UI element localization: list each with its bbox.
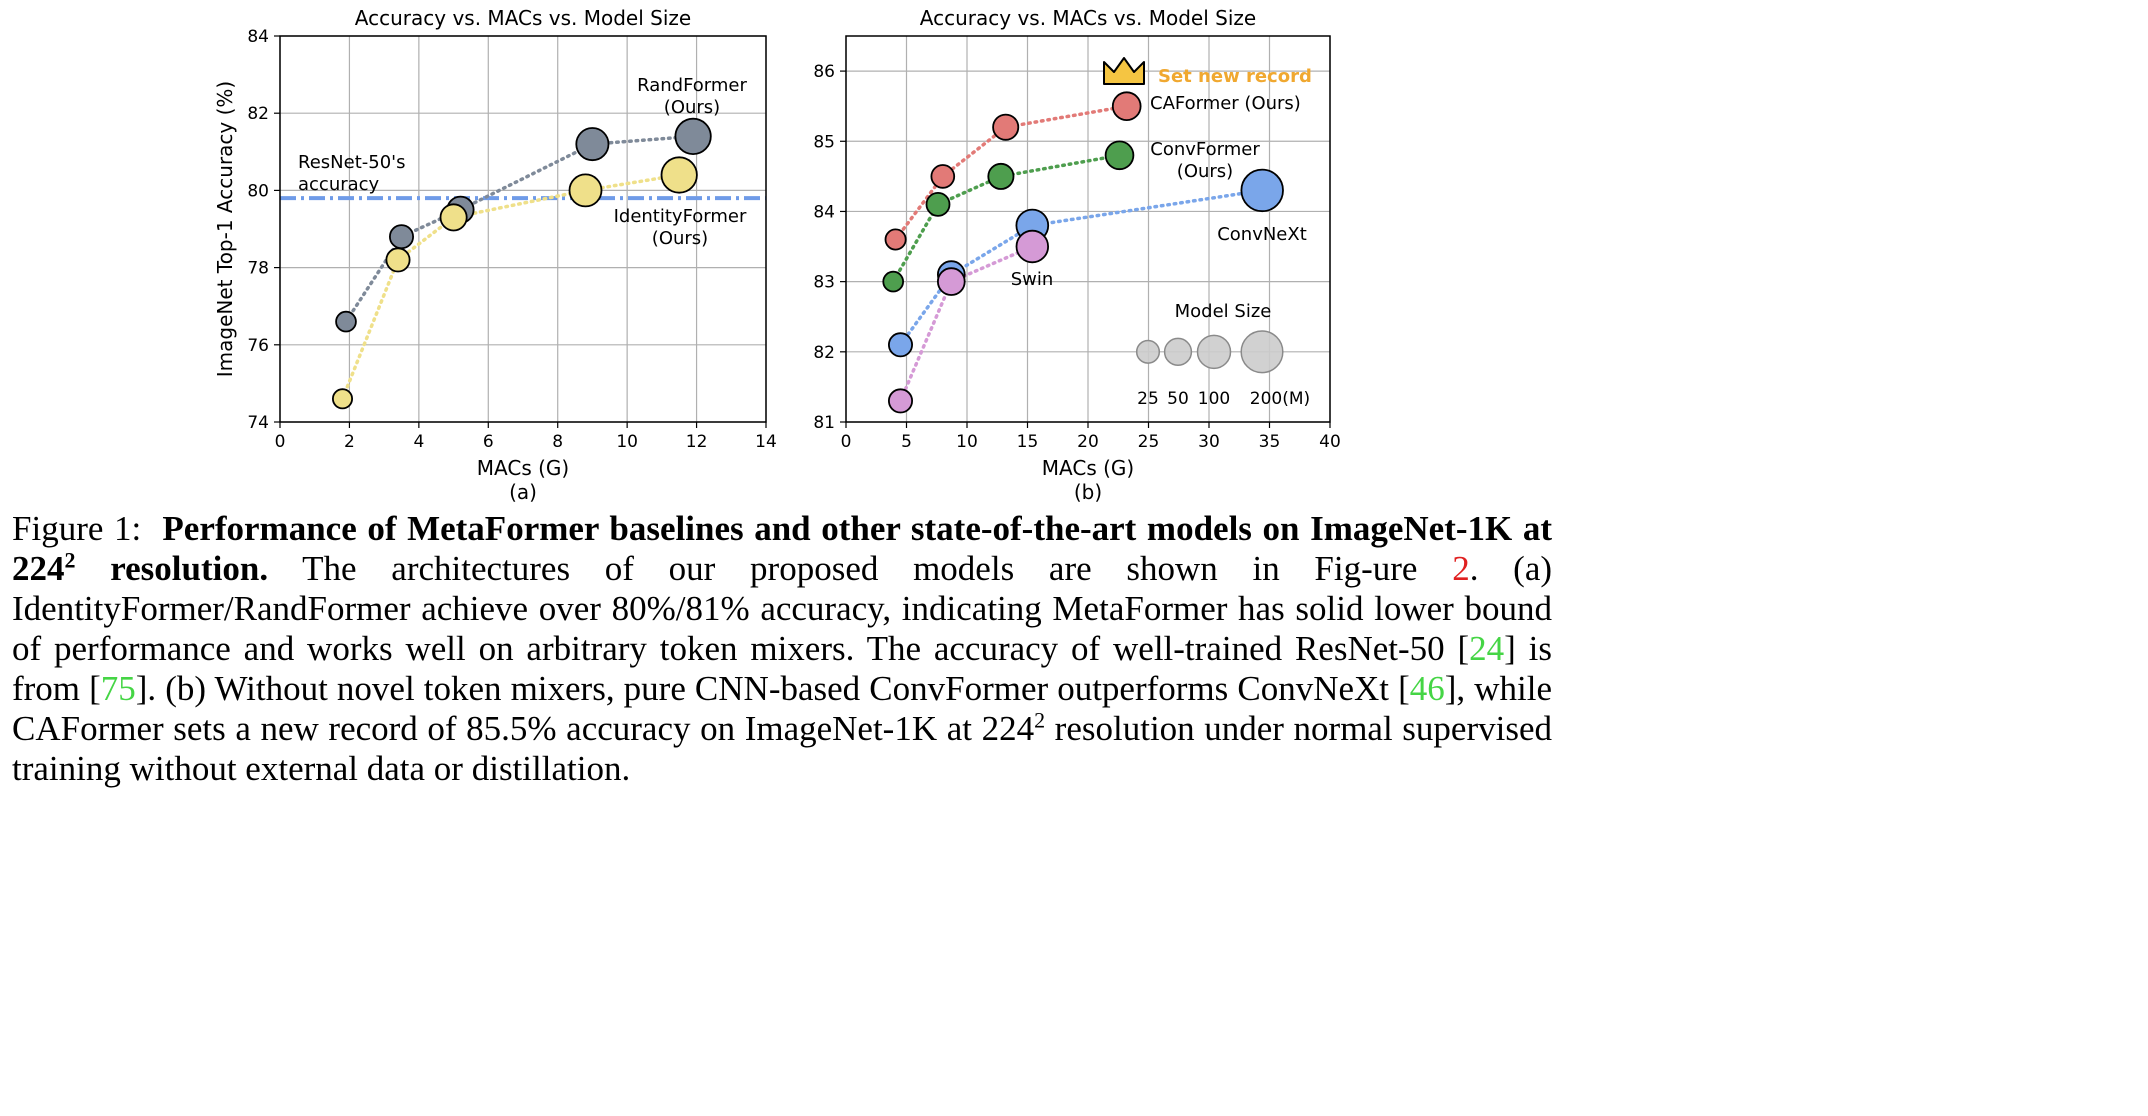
convformer-point [882, 270, 904, 293]
identityformer-point [385, 247, 411, 273]
identityformer-point [439, 203, 468, 232]
chart-a-ytick-label: 78 [247, 259, 269, 279]
convformer-label-line1: ConvFormer [1150, 139, 1260, 160]
model-size-legend-bubble [1135, 339, 1161, 364]
chart-b-ytick-label: 85 [813, 132, 835, 152]
chart-a-xtick-label: 14 [755, 432, 777, 452]
model-size-legend-label: 100 [1198, 389, 1230, 409]
convnext-point [1240, 168, 1284, 213]
chart-a-panel-label: (a) [509, 480, 537, 504]
chart-b-xtick-label: 5 [901, 432, 912, 452]
chart-a-xtick-label: 2 [344, 432, 355, 452]
caformer-label: CAFormer (Ours) [1150, 93, 1301, 114]
convnext-trend-line [898, 188, 1264, 347]
chart-b-xtick-label: 15 [1017, 432, 1039, 452]
chart-b-xlabel: MACs (G) [1042, 456, 1134, 480]
chart-b-ytick-label: 82 [813, 343, 835, 363]
convformer-point [987, 162, 1015, 190]
chart-a-xtick-label: 12 [686, 432, 708, 452]
convformer-point [1104, 140, 1135, 171]
chart-a-xtick-label: 0 [275, 432, 286, 452]
resnet50-label-line2: accuracy [298, 174, 380, 195]
new-record-annotation: Set new record [1158, 66, 1312, 87]
model-size-legend-label: 25 [1137, 389, 1159, 409]
chart-b-ytick-label: 84 [813, 202, 835, 222]
caformer-point [884, 228, 907, 251]
citation-link-75[interactable]: 75 [100, 669, 136, 708]
randformer-point [335, 310, 357, 333]
randformer-label-line1: RandFormer [637, 75, 747, 96]
caformer-point [930, 164, 956, 189]
chart-a-ytick-label: 76 [247, 336, 269, 356]
chart-b-panel-label: (b) [1074, 480, 1102, 504]
chart-b-title: Accuracy vs. MACs vs. Model Size [920, 6, 1256, 30]
caformer-point [1111, 91, 1142, 121]
identityformer-point [568, 173, 603, 208]
model-size-legend-label: 200(M) [1250, 389, 1310, 409]
chart-a-ytick-label: 74 [247, 413, 269, 433]
figure-ref-link[interactable]: 2 [1452, 549, 1470, 588]
chart-b: Accuracy vs. MACs vs. Model Size 25 50 100… [813, 6, 1340, 504]
caformer-point [992, 113, 1020, 141]
chart-b-xtick-label: 40 [1319, 432, 1341, 452]
resnet50-label-line1: ResNet-50's [298, 152, 405, 173]
convformer-label-line2: (Ours) [1177, 161, 1233, 182]
model-size-legend: 25 50 100 200(M) [1135, 330, 1310, 409]
model-size-legend-bubble [1163, 337, 1193, 366]
identityformer-point [331, 388, 353, 410]
chart-a-ytick-label: 80 [247, 181, 269, 201]
swin-label: Swin [1011, 269, 1054, 290]
chart-b-ytick-label: 86 [813, 62, 835, 82]
figure-graphic: Accuracy vs. MACs vs. Model Size ResNet-… [213, 6, 1341, 504]
chart-a-xtick-label: 4 [413, 432, 424, 452]
chart-b-xtick-label: 20 [1077, 432, 1099, 452]
figure-caption: Figure 1: Performance of MetaFormer base… [12, 509, 1553, 788]
chart-b-xtick-label: 0 [841, 432, 852, 452]
chart-b-xtick-label: 30 [1198, 432, 1220, 452]
chart-b-ytick-label: 83 [813, 273, 835, 293]
swin-point [1015, 229, 1050, 264]
figure-label: Figure 1: [12, 509, 142, 548]
chart-b-xtick-label: 10 [956, 432, 978, 452]
chart-a-ytick-label: 84 [247, 27, 269, 47]
chart-a-xlabel: MACs (G) [477, 456, 569, 480]
convformer-point [925, 191, 951, 217]
convnext-label: ConvNeXt [1217, 224, 1307, 245]
chart-b-xtick-label: 35 [1259, 432, 1281, 452]
chart-b-xtick-label: 25 [1138, 432, 1160, 452]
model-size-legend-label: 50 [1167, 389, 1189, 409]
chart-a: Accuracy vs. MACs vs. Model Size ResNet-… [213, 6, 777, 504]
chart-a-xtick-label: 10 [616, 432, 638, 452]
identityformer-label-line1: IdentityFormer [614, 206, 747, 227]
citation-link-46[interactable]: 46 [1409, 669, 1445, 708]
randformer-point [674, 117, 712, 155]
chart-b-ytick-label: 81 [813, 413, 835, 433]
caption-bold: Performance of MetaFormer baselines and … [12, 509, 1552, 588]
swin-point [888, 388, 914, 414]
model-size-legend-title: Model Size [1175, 301, 1272, 322]
convnext-point [888, 332, 914, 358]
crown-icon [1103, 57, 1145, 85]
randformer-trend-line [344, 134, 695, 324]
randformer-point [388, 224, 414, 250]
chart-a-xtick-label: 8 [552, 432, 563, 452]
identityformer-point [660, 156, 698, 194]
randformer-label-line2: (Ours) [664, 97, 720, 118]
convformer-trend-line [891, 153, 1122, 284]
caformer-trend-line [893, 104, 1129, 242]
citation-link-24[interactable]: 24 [1469, 629, 1505, 668]
chart-a-xtick-label: 6 [483, 432, 494, 452]
randformer-point [575, 127, 610, 162]
chart-a-ylabel: ImageNet Top-1 Accuracy (%) [213, 81, 237, 377]
swin-point [936, 267, 966, 296]
model-size-legend-bubble [1240, 330, 1284, 374]
identityformer-label-line2: (Ours) [652, 228, 708, 249]
model-size-legend-bubble [1196, 334, 1232, 370]
chart-a-ytick-label: 82 [247, 104, 269, 124]
chart-a-frame [279, 35, 767, 423]
chart-a-title: Accuracy vs. MACs vs. Model Size [355, 6, 691, 30]
